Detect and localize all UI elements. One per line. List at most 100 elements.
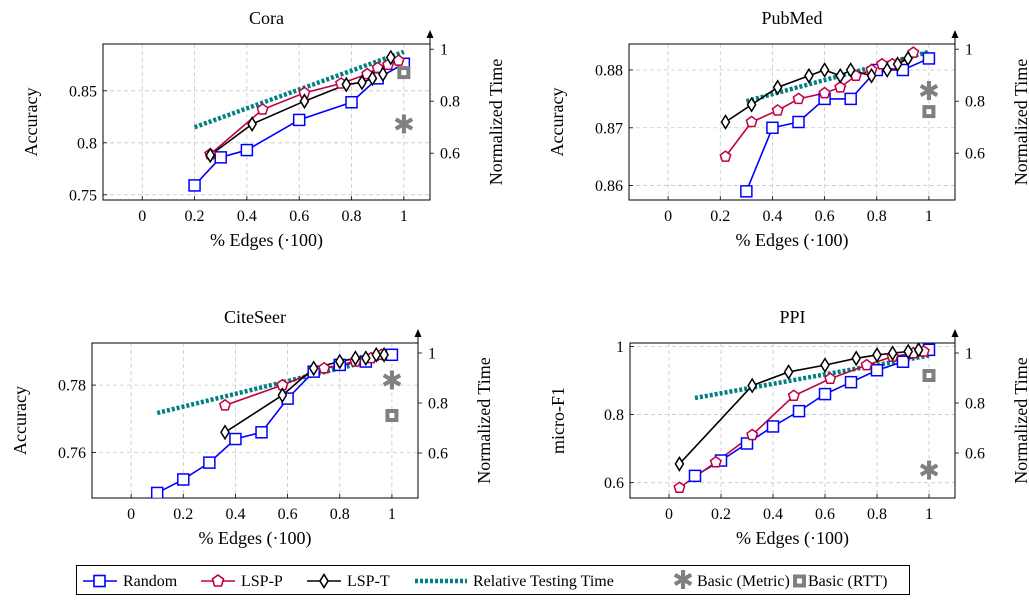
point-random	[766, 420, 780, 433]
x-tick-label: 0	[664, 208, 672, 225]
point-lspt	[277, 387, 288, 404]
point-lspt	[903, 50, 913, 67]
x-tick-label: 0.2	[711, 506, 731, 523]
point-lspp	[256, 103, 269, 115]
point-lspt	[783, 364, 794, 380]
x-tick-label: 0.2	[173, 506, 193, 523]
point-random	[240, 143, 254, 157]
point-lspp	[792, 92, 805, 105]
point-lspt	[247, 116, 257, 133]
point-lspp	[834, 80, 847, 93]
point-lspt	[845, 62, 856, 78]
chart-panel-citeseer: 0 0.2 0.4 0.6 0.8 1 0.76 0.78 0.6 0.8 1 CiteSeer % E…	[10, 307, 494, 549]
y2-tick-label: 0.8	[440, 94, 460, 111]
y-tick-label: 1	[616, 339, 624, 356]
point-random	[177, 473, 190, 486]
legend-metric-label: Basic (Metric)	[697, 573, 790, 590]
y2-tick-label: 0.6	[965, 146, 985, 163]
point-lspt	[379, 346, 389, 363]
point-lspp	[824, 372, 837, 385]
point-random	[792, 115, 805, 129]
point-random	[255, 426, 268, 439]
x-tick-label: 0.6	[815, 506, 835, 523]
y2-tick-label: 0.6	[440, 146, 460, 163]
relative-time-line	[193, 49, 405, 130]
point-lspt	[747, 377, 758, 394]
y2-tick-label: 0.6	[965, 446, 985, 463]
chart-title: CiteSeer	[224, 307, 286, 327]
plot-area	[673, 343, 936, 494]
point-random	[922, 52, 936, 65]
point-random	[203, 456, 216, 469]
legend-rtt-label: Basic (RTT)	[808, 573, 887, 590]
x-tick-label: 0.4	[762, 208, 782, 225]
chart-title: PubMed	[761, 8, 822, 28]
chart-panel-ppi: 0 0.2 0.4 0.6 0.8 1 0.6 0.8 1 0.6 0.8 1 PPI % Edges (…	[548, 307, 1029, 549]
point-lspt	[720, 114, 731, 130]
y-tick-label: 0.85	[69, 83, 97, 100]
y-tick-label: 0.8	[77, 135, 97, 152]
point-lspp	[771, 104, 784, 116]
point-lspt	[887, 345, 898, 362]
asterisk-marker-icon: ✱	[672, 566, 694, 596]
x-axis-label: % Edges (·100)	[210, 230, 323, 251]
y2-tick-label: 1	[965, 42, 973, 59]
square-marker-icon	[93, 574, 106, 588]
x-tick-label: 0.8	[342, 208, 362, 225]
x-tick-label: 0.6	[815, 208, 835, 225]
point-random	[792, 404, 806, 418]
point-lspt	[205, 147, 216, 164]
point-lspt	[872, 346, 882, 363]
point-lspp	[709, 455, 722, 468]
y2-tick-label: 0.8	[428, 396, 448, 413]
x-tick-label: 0.4	[763, 506, 783, 523]
plot-area	[188, 49, 411, 192]
basic-metric-asterisk-icon: ✱	[381, 367, 403, 397]
x-tick-label: 1	[400, 208, 408, 225]
point-random	[345, 95, 358, 109]
point-lspp	[719, 150, 732, 162]
point-lspp	[218, 398, 232, 411]
point-lspp	[673, 481, 686, 494]
basic-metric-asterisk-icon: ✱	[918, 77, 940, 107]
legend-time: Relative Testing Time	[415, 573, 614, 590]
series-line-random	[156, 354, 393, 494]
point-lspp	[371, 61, 384, 74]
point-lspt	[367, 70, 378, 87]
x-tick-label: 0	[127, 506, 135, 523]
x-tick-label: 1	[925, 208, 933, 225]
axis-arrow-icon	[426, 30, 434, 38]
point-lspt	[892, 56, 903, 73]
point-random	[844, 92, 857, 106]
point-random	[740, 437, 754, 450]
x-tick-label: 0.6	[278, 506, 298, 523]
point-random	[740, 185, 753, 198]
point-lspt	[385, 49, 396, 66]
axis-arrow-icon	[951, 30, 959, 38]
y2-tick-label: 0.8	[965, 396, 985, 413]
point-lspt	[819, 62, 830, 78]
x-axis-label: % Edges (·100)	[736, 528, 849, 549]
point-lspt	[851, 350, 862, 367]
y2-axis-label: Normalized Time	[1011, 357, 1029, 484]
x-tick-label: 0.2	[710, 208, 730, 225]
y-axis-label: Accuracy	[10, 386, 30, 455]
point-lspp	[860, 358, 873, 371]
legend-random-label: Random	[123, 573, 178, 590]
plot-area	[150, 346, 399, 498]
x-axis-label: % Edges (·100)	[736, 230, 849, 251]
chart-title: Cora	[249, 8, 284, 28]
x-tick-label: 0	[138, 208, 146, 225]
point-lspp	[746, 428, 759, 441]
point-lspt	[360, 350, 371, 367]
x-tick-label: 0.6	[289, 208, 309, 225]
point-lspt	[350, 350, 361, 367]
legend-lspp: LSP-P	[201, 573, 283, 590]
y-tick-label: 0.86	[595, 178, 623, 195]
y2-axis-label: Normalized Time	[486, 59, 506, 186]
legend-metric: ✱ Basic (Metric)	[672, 566, 790, 596]
x-tick-label: 0.8	[867, 208, 887, 225]
y-tick-label: 0.78	[58, 378, 86, 395]
legend-lspp-label: LSP-P	[241, 573, 283, 590]
